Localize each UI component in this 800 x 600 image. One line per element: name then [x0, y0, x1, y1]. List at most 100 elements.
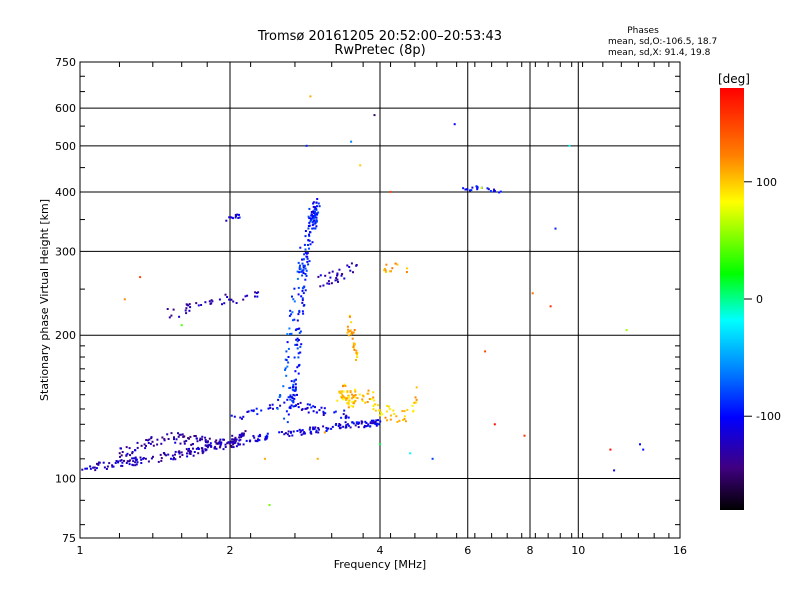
- echo-point: [402, 419, 404, 421]
- echo-point: [218, 446, 221, 449]
- echo-point: [292, 430, 295, 433]
- echo-point: [166, 433, 169, 436]
- echo-point: [236, 213, 239, 216]
- echo-point: [219, 445, 222, 448]
- echo-point: [204, 301, 207, 304]
- echo-point: [390, 414, 392, 417]
- echo-point: [313, 212, 315, 215]
- echo-point: [119, 459, 122, 462]
- echo-point: [258, 433, 261, 436]
- echo-point: [287, 430, 290, 433]
- echo-point: [134, 449, 136, 452]
- echo-point: [293, 397, 296, 400]
- echo-point: [296, 337, 299, 340]
- echo-point: [159, 453, 162, 456]
- echo-point: [238, 213, 240, 216]
- echo-point: [234, 436, 237, 439]
- echo-point: [224, 443, 227, 446]
- echo-point: [342, 413, 345, 416]
- echo-point: [366, 424, 369, 427]
- echo-point: [302, 292, 305, 295]
- echo-point: [179, 455, 182, 458]
- echo-point: [268, 504, 271, 506]
- echo-point: [208, 437, 211, 440]
- echo-point: [319, 285, 322, 288]
- echo-point: [255, 440, 258, 443]
- echo-point: [299, 264, 301, 267]
- echo-point: [92, 466, 95, 469]
- echo-point: [174, 453, 176, 456]
- echo-point: [232, 217, 234, 220]
- echo-point: [280, 431, 283, 433]
- echo-point: [369, 425, 372, 428]
- echo-point: [286, 333, 289, 336]
- y-tick-label: 300: [55, 245, 76, 258]
- echo-point: [342, 395, 345, 398]
- echo-point: [360, 422, 363, 425]
- echo-point: [337, 425, 340, 427]
- echo-point: [464, 188, 467, 191]
- x-tick-label: 4: [377, 544, 384, 557]
- echo-point: [173, 438, 175, 441]
- echo-point: [84, 467, 87, 470]
- echo-point: [192, 454, 195, 457]
- echo-point: [188, 309, 191, 312]
- echo-point: [350, 321, 353, 324]
- echo-point: [291, 388, 294, 391]
- echo-point: [351, 421, 354, 424]
- echo-point: [311, 224, 314, 227]
- echo-point: [377, 419, 379, 422]
- echo-point: [322, 410, 325, 413]
- echo-point: [271, 403, 274, 406]
- echo-point: [205, 445, 208, 448]
- echo-point: [187, 437, 190, 440]
- echo-point: [465, 188, 468, 191]
- echo-point: [350, 397, 353, 400]
- echo-point: [252, 410, 255, 413]
- echo-point: [415, 398, 418, 401]
- echo-point: [403, 418, 406, 420]
- echo-point: [144, 447, 147, 450]
- echo-point: [228, 442, 231, 445]
- echo-point: [278, 396, 281, 398]
- echo-point: [178, 315, 181, 318]
- echo-point: [231, 434, 234, 437]
- echo-point: [142, 457, 145, 460]
- echo-point: [296, 277, 299, 280]
- echo-point: [230, 414, 233, 417]
- echo-point: [263, 457, 266, 460]
- echo-point: [309, 220, 312, 223]
- echo-point: [163, 438, 166, 441]
- echo-point: [300, 270, 303, 273]
- echo-point: [328, 271, 331, 274]
- echo-point: [183, 442, 186, 445]
- echo-point: [242, 298, 245, 301]
- echo-point: [353, 329, 356, 331]
- echo-point: [229, 216, 232, 219]
- echo-point: [366, 401, 369, 403]
- echo-point: [311, 227, 314, 230]
- echo-point: [246, 411, 249, 413]
- echo-point: [304, 278, 307, 281]
- echo-point: [325, 426, 328, 429]
- echo-point: [237, 442, 240, 445]
- echo-point: [254, 291, 257, 294]
- echo-point: [108, 462, 111, 465]
- echo-point: [157, 460, 160, 463]
- echo-point: [346, 325, 349, 328]
- echo-point: [250, 409, 253, 412]
- echo-point: [303, 304, 306, 306]
- echo-point: [173, 436, 175, 439]
- echo-point: [242, 434, 245, 437]
- echo-point: [370, 398, 373, 401]
- echo-point: [377, 404, 379, 407]
- echo-point: [297, 286, 300, 289]
- echo-point: [352, 405, 355, 408]
- echo-point: [367, 389, 370, 392]
- echo-point: [370, 419, 373, 422]
- echo-point: [230, 298, 233, 301]
- echo-point: [334, 279, 337, 282]
- echo-point: [139, 456, 142, 459]
- echo-point: [365, 425, 367, 428]
- echo-point: [132, 460, 135, 463]
